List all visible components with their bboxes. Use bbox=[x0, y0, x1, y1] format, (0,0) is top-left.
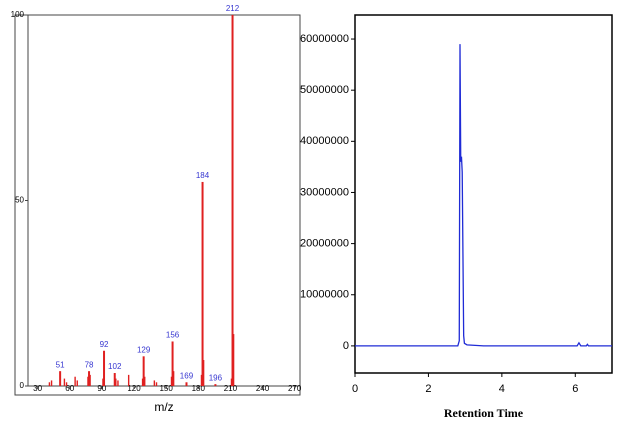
minor-peak bbox=[63, 378, 66, 386]
minor-peak bbox=[170, 376, 173, 386]
y-tick-label: 40000000 bbox=[300, 135, 349, 147]
y-tick-label: 10000000 bbox=[300, 289, 349, 301]
minor-peak bbox=[87, 376, 89, 386]
minor-peak bbox=[200, 374, 203, 386]
y-tick-label: 20000000 bbox=[300, 238, 349, 250]
peak bbox=[88, 371, 91, 386]
minor-peak bbox=[65, 382, 68, 386]
x-tick-label: 240 bbox=[256, 384, 270, 393]
peak-label: 102 bbox=[108, 362, 122, 371]
peak-label: 196 bbox=[209, 373, 223, 382]
x-tick-label: 6 bbox=[572, 383, 578, 395]
x-tick-label: 210 bbox=[224, 384, 238, 393]
peak bbox=[171, 341, 174, 386]
peak-label: 51 bbox=[56, 360, 65, 369]
minor-peak bbox=[117, 380, 119, 386]
x-tick-label: 60 bbox=[65, 384, 74, 393]
peak-label: 212 bbox=[226, 4, 240, 13]
y-tick-label: 30000000 bbox=[300, 186, 349, 198]
minor-peak bbox=[202, 360, 205, 386]
minor-peak bbox=[102, 378, 104, 386]
peak bbox=[214, 384, 217, 386]
minor-peak bbox=[89, 374, 91, 386]
minor-peak bbox=[76, 380, 78, 386]
minor-peak bbox=[127, 374, 130, 386]
line bbox=[355, 44, 612, 347]
minor-peak bbox=[115, 378, 117, 386]
y-tick-label: 100 bbox=[11, 10, 25, 19]
y-tick-label: 50000000 bbox=[300, 84, 349, 96]
peak bbox=[113, 373, 116, 386]
y-tick-label: 60000000 bbox=[300, 33, 349, 45]
peak-label: 92 bbox=[100, 340, 109, 349]
x-tick-label: 150 bbox=[159, 384, 173, 393]
x-tick-label: 90 bbox=[97, 384, 106, 393]
x-tick-label: 4 bbox=[499, 383, 505, 395]
y-tick-label: 0 bbox=[20, 381, 25, 390]
minor-peak bbox=[230, 378, 233, 386]
minor-peak bbox=[144, 376, 146, 386]
x-axis-label: Retention Time bbox=[444, 406, 524, 420]
minor-peak bbox=[141, 378, 144, 386]
x-tick-label: 2 bbox=[425, 383, 431, 395]
frame bbox=[354, 14, 613, 374]
peak-label: 169 bbox=[180, 371, 194, 380]
minor-peak bbox=[153, 380, 156, 386]
minor-peak bbox=[50, 380, 53, 386]
peak bbox=[231, 15, 234, 386]
minor-peak bbox=[232, 334, 235, 386]
x-tick-label: 0 bbox=[352, 383, 358, 395]
frame bbox=[14, 14, 301, 396]
peak-label: 184 bbox=[196, 171, 210, 180]
minor-peak bbox=[155, 382, 158, 386]
peak bbox=[201, 181, 204, 386]
peak bbox=[103, 350, 106, 386]
minor-peak bbox=[74, 376, 76, 386]
y-tick-label: 0 bbox=[343, 340, 349, 352]
peak-label: 78 bbox=[85, 360, 94, 369]
x-tick-label: 120 bbox=[127, 384, 141, 393]
y-tick-label: 50 bbox=[15, 196, 24, 205]
x-tick-label: 30 bbox=[33, 384, 42, 393]
x-axis-label: m/z bbox=[154, 400, 173, 414]
peak-label: 129 bbox=[137, 345, 151, 354]
x-tick-label: 270 bbox=[288, 384, 302, 393]
minor-peak bbox=[48, 382, 51, 386]
x-tick-label: 180 bbox=[192, 384, 206, 393]
peak bbox=[142, 356, 145, 386]
peak bbox=[185, 382, 188, 386]
peak bbox=[59, 371, 62, 386]
minor-peak bbox=[172, 371, 175, 386]
peak-label: 156 bbox=[166, 331, 180, 340]
